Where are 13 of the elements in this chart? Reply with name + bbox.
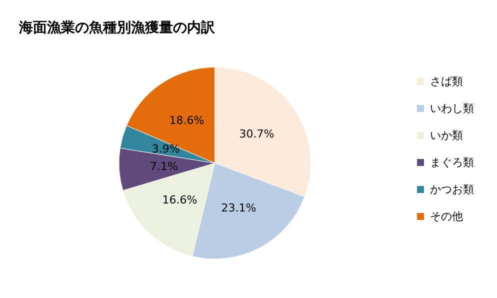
legend-label: さば類 [430,75,463,88]
data-label: 3.9% [152,142,180,156]
data-label: 30.7% [239,128,274,141]
legend-label: かつお類 [430,183,474,196]
legend-label: いわし類 [430,102,474,115]
legend-label: まぐろ類 [430,156,474,169]
data-label: 18.6% [169,114,204,128]
legend-label: いか類 [430,129,463,142]
data-label: 16.6% [162,194,198,207]
chart-title: 海面漁業の魚種別漁獲量の内訳 [18,20,216,36]
data-label: 7.1% [150,160,178,173]
data-label: 23.1% [221,202,256,215]
legend-label: その他 [430,210,463,223]
